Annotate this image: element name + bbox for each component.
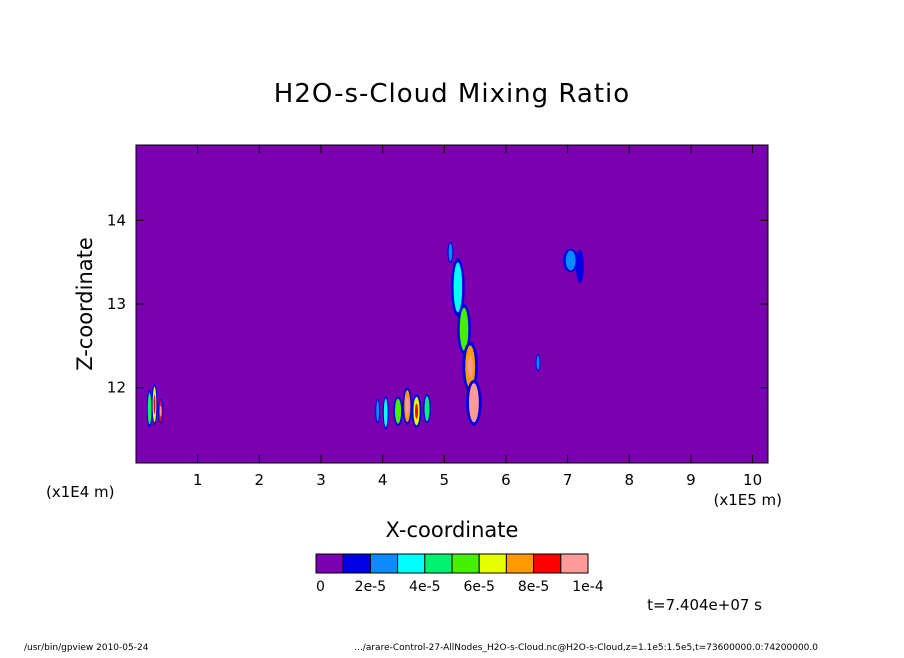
x-tick-label-6: 7 bbox=[563, 471, 573, 489]
chart-title: H2O-s-Cloud Mixing Ratio bbox=[274, 79, 630, 109]
feature-core-2 bbox=[159, 405, 162, 417]
x-axis-unit: (x1E5 m) bbox=[713, 491, 782, 509]
colorbar-swatch-6 bbox=[478, 553, 507, 574]
plot-background bbox=[135, 144, 769, 464]
feature-3 bbox=[376, 400, 380, 422]
feature-8 bbox=[424, 396, 430, 422]
feature-16 bbox=[577, 252, 583, 281]
feature-4 bbox=[383, 398, 388, 428]
feature-core-12 bbox=[467, 355, 473, 379]
colorbar-label-5: 1e-4 bbox=[572, 579, 604, 595]
y-tick-label-2: 14 bbox=[107, 211, 126, 229]
y-axis-label: Z-coordinate bbox=[73, 237, 97, 371]
footer-right: .../arare-Control-27-AllNodes_H2O-s-Clou… bbox=[354, 643, 818, 653]
feature-core-7 bbox=[415, 403, 419, 419]
colorbar-label-4: 8e-5 bbox=[518, 579, 549, 595]
y-tick-label-0: 12 bbox=[107, 379, 126, 397]
x-tick-label-8: 9 bbox=[686, 471, 696, 489]
time-label: t=7.404e+07 s bbox=[647, 596, 762, 614]
x-tick-label-3: 4 bbox=[378, 471, 388, 489]
feature-0 bbox=[147, 392, 152, 425]
x-tick-label-9: 10 bbox=[743, 471, 762, 489]
x-tick-label-5: 6 bbox=[501, 471, 511, 489]
feature-9 bbox=[448, 243, 453, 262]
feature-core-1 bbox=[153, 395, 156, 414]
footer-left: /usr/bin/gpview 2010-05-24 bbox=[24, 643, 149, 653]
feature-14 bbox=[536, 355, 540, 370]
feature-5 bbox=[394, 398, 402, 424]
colorbar-swatch-1 bbox=[342, 553, 371, 574]
x-tick-label-2: 3 bbox=[316, 471, 326, 489]
colorbar-swatch-9 bbox=[560, 553, 589, 574]
feature-15 bbox=[565, 250, 576, 271]
colorbar-swatch-0 bbox=[315, 553, 344, 574]
colorbar-label-0: 0 bbox=[316, 579, 325, 595]
x-axis-label: X-coordinate bbox=[386, 518, 519, 542]
y-tick-label-1: 13 bbox=[107, 295, 126, 313]
y-axis-unit: (x1E4 m) bbox=[46, 483, 115, 501]
colorbar-swatch-7 bbox=[505, 553, 535, 574]
feature-11 bbox=[459, 307, 469, 351]
colorbar-swatch-4 bbox=[424, 553, 453, 574]
feature-core-13 bbox=[471, 392, 477, 414]
colorbar-swatch-2 bbox=[369, 553, 399, 574]
x-tick-label-4: 5 bbox=[440, 471, 450, 489]
colorbar: 0 2e-5 4e-5 6e-5 8e-5 1e-4 bbox=[315, 553, 604, 595]
x-tick-label-0: 1 bbox=[193, 471, 203, 489]
x-tick-label-7: 8 bbox=[624, 471, 634, 489]
colorbar-label-1: 2e-5 bbox=[355, 579, 386, 595]
feature-core-6 bbox=[405, 397, 409, 415]
colorbar-swatch-5 bbox=[451, 553, 480, 574]
x-tick-label-1: 2 bbox=[255, 471, 265, 489]
colorbar-label-3: 6e-5 bbox=[463, 579, 494, 595]
feature-10 bbox=[453, 262, 463, 313]
cloud-features bbox=[146, 241, 584, 430]
colorbar-label-2: 4e-5 bbox=[409, 579, 440, 595]
colorbar-swatch-8 bbox=[533, 553, 562, 574]
colorbar-swatch-3 bbox=[397, 553, 426, 574]
